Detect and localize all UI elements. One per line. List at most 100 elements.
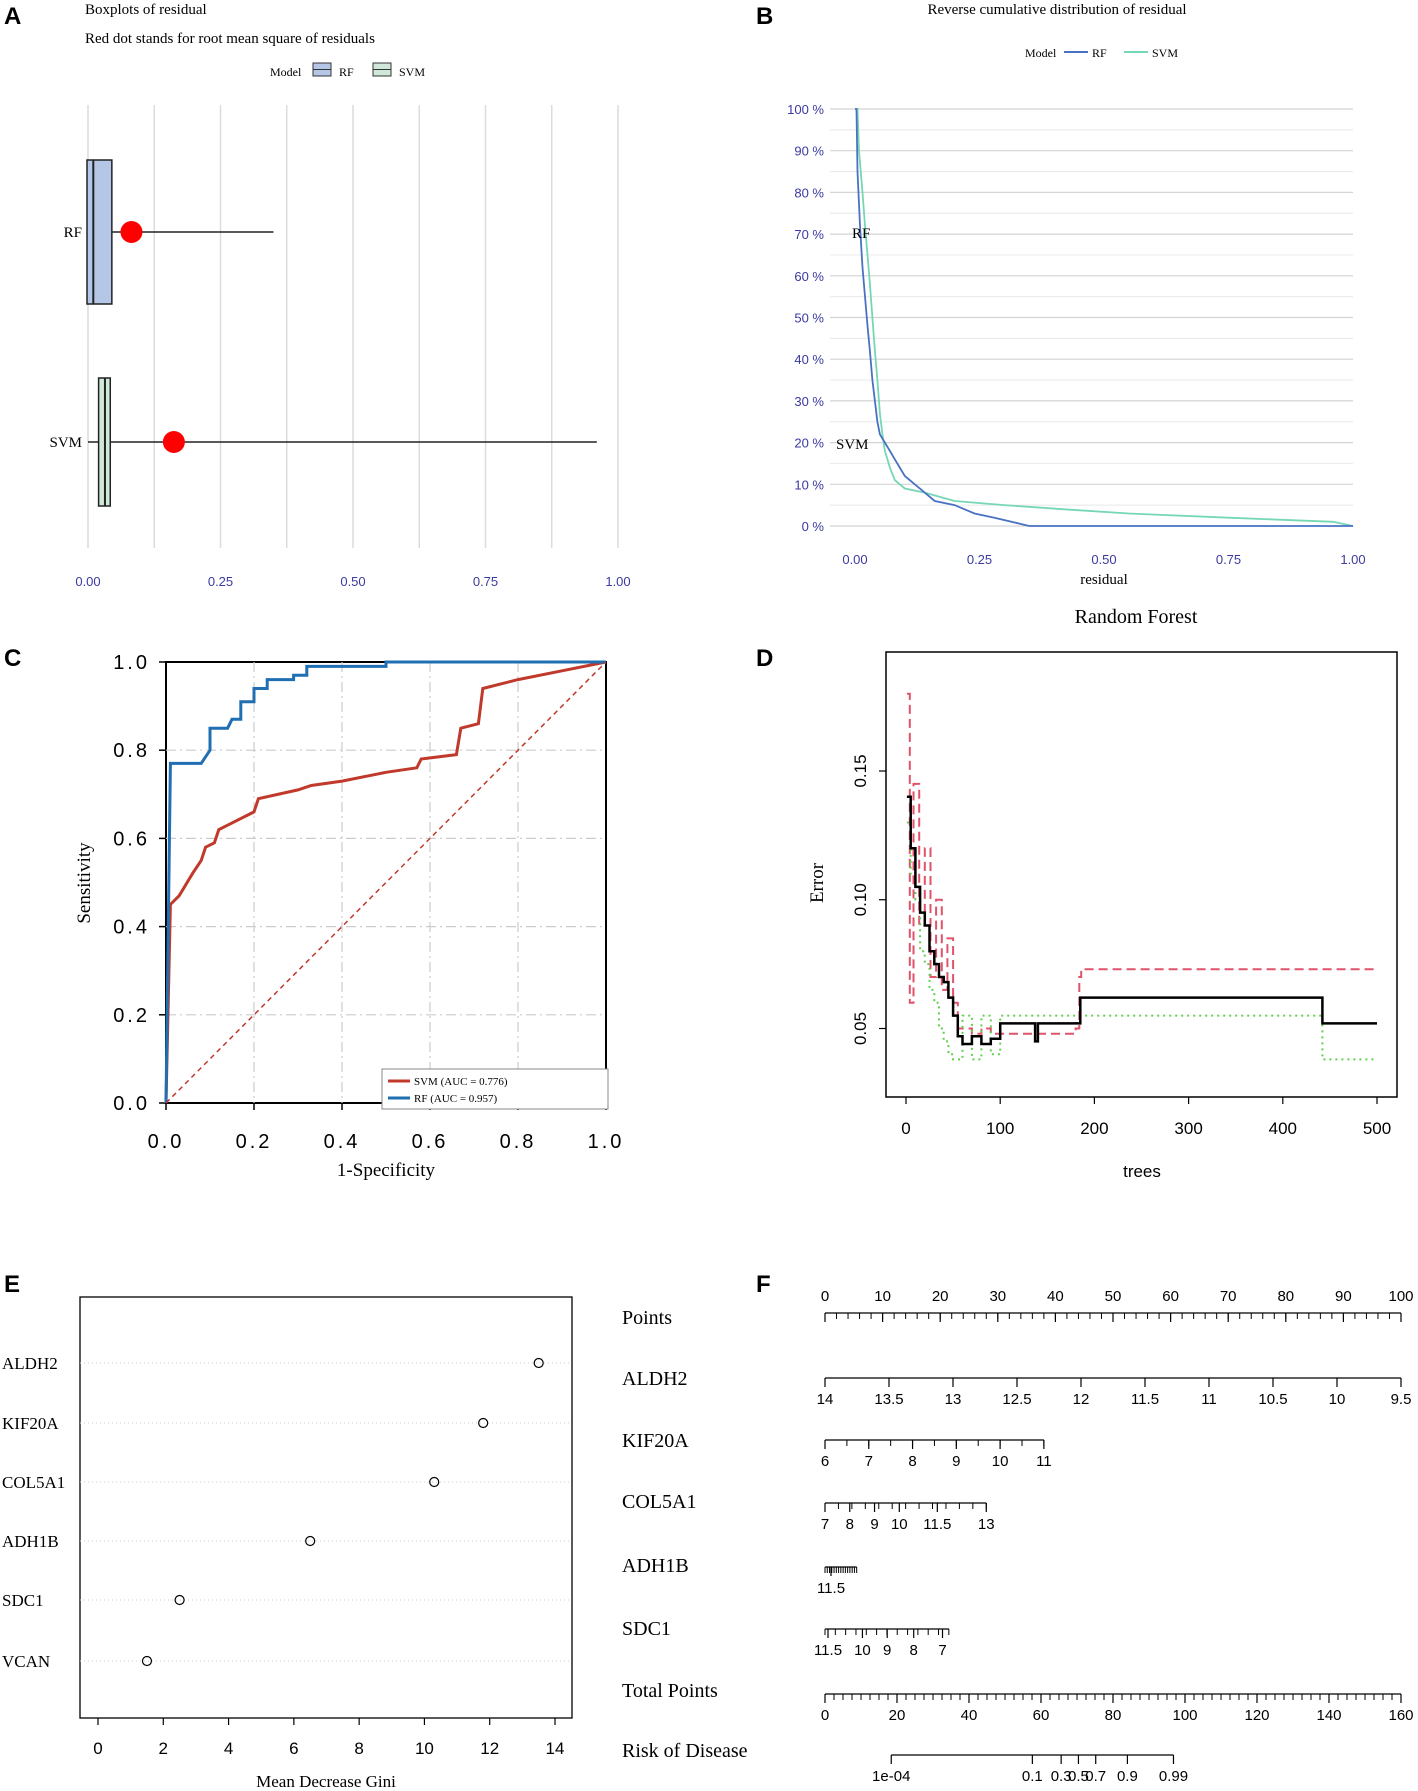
row-label-aldh2: ALDH2 bbox=[622, 1368, 688, 1390]
panel-d-rf-error: Random Forest 0 100 200 300 400 500 0.05 0.10 0.1… bbox=[807, 606, 1398, 1181]
y-tick-label: 0.05 bbox=[851, 1012, 870, 1045]
y-category-label-svm: SVM bbox=[49, 435, 82, 451]
y-tick-label: 90 % bbox=[794, 144, 824, 159]
axis-tick-label-risk: 1e-04 bbox=[872, 1768, 910, 1785]
y-category-label: VCAN bbox=[2, 1652, 50, 1671]
y-tick-label: 80 % bbox=[794, 185, 824, 200]
legend-label-svm: SVM (AUC = 0.776) bbox=[414, 1076, 508, 1088]
error-line-class2 bbox=[906, 821, 1377, 1061]
plot-frame bbox=[79, 1296, 573, 1719]
gini-point-kif20a bbox=[478, 1417, 489, 1429]
axis-tick-label-risk: 0.1 bbox=[1022, 1768, 1043, 1785]
y-tick-label: 10 % bbox=[794, 477, 824, 492]
x-tick-label: 100 bbox=[986, 1119, 1014, 1138]
axis-tick-label-total-points: 160 bbox=[1388, 1707, 1413, 1724]
row-label-risk-of-disease: Risk of Disease bbox=[622, 1740, 748, 1762]
x-axis-label: 1-Specificity bbox=[337, 1160, 436, 1181]
panel-a-boxplot: Boxplots of residual Red dot stands for r… bbox=[49, 2, 630, 589]
panel-letter-f: F bbox=[756, 1271, 771, 1298]
series-line-svm bbox=[855, 108, 1354, 527]
axis-tick-label-aldh2: 12.5 bbox=[1002, 1391, 1031, 1408]
axis-tick-label-points: 80 bbox=[1277, 1288, 1294, 1305]
annotation-svm: SVM bbox=[836, 437, 869, 453]
annotation-rf: RF bbox=[852, 226, 870, 242]
title-text: Reverse cumulative distribution of resid… bbox=[927, 2, 1186, 18]
axis-tick-label-total-points: 100 bbox=[1172, 1707, 1197, 1724]
x-tick-label: 2 bbox=[159, 1739, 168, 1758]
axis-tick-label-total-points: 140 bbox=[1316, 1707, 1341, 1724]
panel-e-gini: ALDH2 KIF20A COL5A1 ADH1B SDC1 VCAN 0 2 4 6 8 10 12 1… bbox=[2, 1296, 573, 1791]
y-tick-label: 0.2 bbox=[113, 1005, 150, 1027]
legend-title: Model bbox=[1025, 46, 1057, 60]
y-axis-label: Sensitivity bbox=[74, 842, 95, 924]
x-tick-label: 0.2 bbox=[236, 1131, 273, 1153]
y-axis-label: Error bbox=[807, 862, 828, 903]
series-line-rf bbox=[855, 108, 1353, 527]
y-tick-label: 0.6 bbox=[113, 828, 150, 850]
x-tick-label: 4 bbox=[224, 1739, 233, 1758]
x-tick-label: 0.75 bbox=[1216, 552, 1241, 567]
axis-tick-label-adh1b: 11.5 bbox=[817, 1580, 845, 1597]
axis-tick-label-kif20a: 10 bbox=[992, 1453, 1009, 1470]
y-category-label: COL5A1 bbox=[2, 1473, 65, 1492]
gini-point-aldh2 bbox=[533, 1357, 544, 1369]
axis-tick-label-points: 0 bbox=[821, 1288, 829, 1305]
panel-letter-d: D bbox=[756, 645, 773, 672]
y-category-label-rf: RF bbox=[64, 225, 82, 241]
axis-tick-label-points: 40 bbox=[1047, 1288, 1064, 1305]
x-tick-label: 0.00 bbox=[75, 574, 100, 589]
x-tick-label: 1.0 bbox=[588, 1131, 625, 1153]
y-category-label: SDC1 bbox=[2, 1591, 44, 1610]
x-tick-label: 400 bbox=[1269, 1119, 1297, 1138]
error-line-oob bbox=[906, 795, 1377, 1046]
roc-curve-rf bbox=[164, 660, 606, 1104]
axis-tick-label-total-points: 80 bbox=[1105, 1707, 1122, 1724]
y-tick-label: 40 % bbox=[794, 352, 824, 367]
y-tick-label: 60 % bbox=[794, 269, 824, 284]
x-tick-label: 0.6 bbox=[412, 1131, 449, 1153]
y-tick-label: 30 % bbox=[794, 394, 824, 409]
legend-box bbox=[381, 1068, 609, 1110]
axis-tick-label-risk: 0.5 bbox=[1068, 1768, 1089, 1785]
y-tick-label: 0.4 bbox=[113, 917, 150, 939]
axis-tick-label-total-points: 120 bbox=[1244, 1707, 1269, 1724]
axis-tick-label-sdc1: 8 bbox=[910, 1642, 918, 1659]
axis-tick-label-kif20a: 11 bbox=[1036, 1453, 1052, 1470]
y-tick-label: 20 % bbox=[794, 436, 824, 451]
axis-tick-label-points: 60 bbox=[1162, 1288, 1179, 1305]
gini-point-col5a1 bbox=[429, 1476, 440, 1488]
axis-tick-label-points: 90 bbox=[1335, 1288, 1352, 1305]
axis-tick-label-points: 100 bbox=[1388, 1288, 1413, 1305]
axis-tick-label-total-points: 20 bbox=[889, 1707, 906, 1724]
error-line-class1 bbox=[906, 692, 1377, 1035]
x-tick-label: 300 bbox=[1174, 1119, 1202, 1138]
axis-tick-label-aldh2: 12 bbox=[1073, 1391, 1090, 1408]
axis-tick-label-kif20a: 9 bbox=[952, 1453, 960, 1470]
y-tick-label: 0.15 bbox=[851, 754, 870, 787]
axis-tick-label-aldh2: 10.5 bbox=[1258, 1391, 1287, 1408]
x-tick-label: 8 bbox=[354, 1739, 363, 1758]
x-tick-label: 0.75 bbox=[473, 574, 498, 589]
x-axis-label: trees bbox=[1123, 1162, 1161, 1181]
axis-tick-label-aldh2: 14 bbox=[817, 1391, 834, 1408]
x-tick-label: 1.00 bbox=[1340, 552, 1365, 567]
x-tick-label: 0.50 bbox=[340, 574, 365, 589]
legend-label-rf: RF bbox=[1092, 46, 1107, 60]
x-tick-label: 0.50 bbox=[1091, 552, 1116, 567]
y-tick-label: 0.10 bbox=[851, 883, 870, 916]
y-tick-label: 100 % bbox=[787, 102, 824, 117]
axis-tick-label-col5a1: 7 bbox=[821, 1516, 829, 1533]
y-tick-label: 0.8 bbox=[113, 740, 150, 762]
y-tick-label: 1.0 bbox=[113, 652, 150, 674]
panel-f-nomogram: Points ALDH2 KIF20A COL5A1 ADH1B SDC1 Total Po… bbox=[622, 1288, 1414, 1785]
axis-tick-label-aldh2: 11 bbox=[1201, 1391, 1217, 1408]
chart-title: Random Forest bbox=[1075, 606, 1198, 628]
axis-tick-label-aldh2: 13.5 bbox=[874, 1391, 903, 1408]
row-label-kif20a: KIF20A bbox=[622, 1430, 689, 1452]
x-tick-label: 1.00 bbox=[605, 574, 630, 589]
axis-tick-label-col5a1: 10 bbox=[891, 1516, 908, 1533]
box-rf bbox=[86, 159, 113, 305]
x-tick-label: 200 bbox=[1080, 1119, 1108, 1138]
rms-dot-svm bbox=[162, 431, 185, 453]
